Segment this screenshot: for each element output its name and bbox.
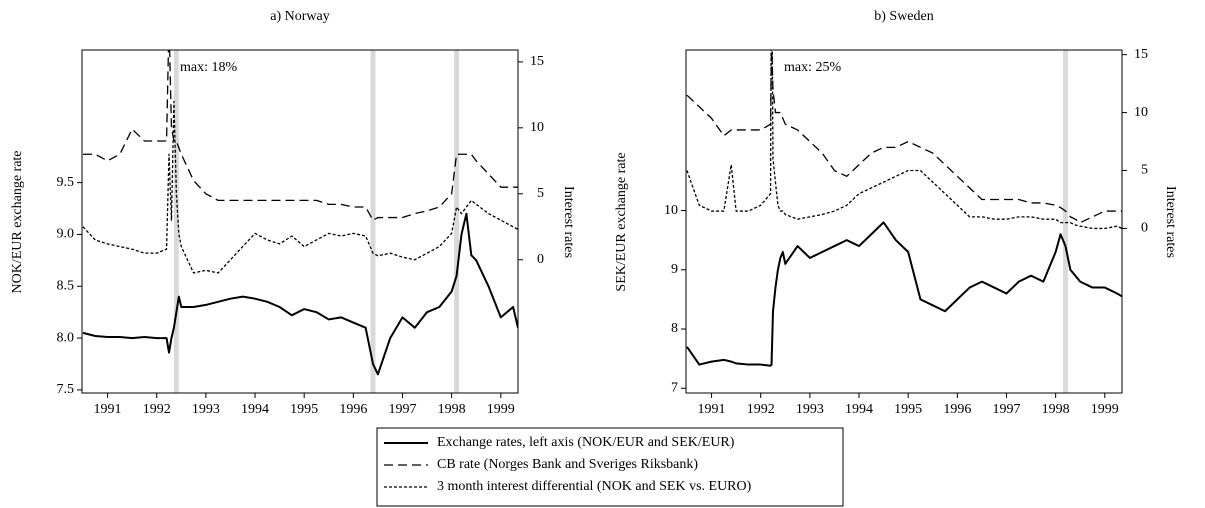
y2-axis-title: Interest rates [1163,186,1178,258]
y-tick-label: 8.5 [57,278,75,293]
y2-tick-label: 10 [530,120,544,135]
shaded-period [370,50,376,393]
series-line [686,50,1122,224]
x-tick-label: 1998 [438,402,466,417]
y-tick-label: 9.5 [57,175,75,190]
y-axis-title: NOK/EUR exchange rate [10,150,25,293]
x-tick-label: 1999 [1091,402,1119,417]
y-axis-title: SEK/EUR exchange rate [614,152,629,291]
x-tick-label: 1997 [388,402,416,417]
series-line [82,50,518,221]
shaded-period [454,50,460,393]
x-tick-label: 1992 [747,402,775,417]
series-line [82,100,518,274]
x-tick-label: 1993 [796,402,824,417]
x-tick-label: 1999 [487,402,515,417]
y-tick-label: 9.0 [57,227,75,242]
x-tick-label: 1994 [845,402,873,417]
x-tick-label: 1998 [1042,402,1070,417]
y2-tick-label: 0 [537,252,544,267]
y-tick-label: 10 [664,203,678,218]
x-tick-label: 1995 [290,402,318,417]
x-tick-label: 1992 [143,402,171,417]
legend-label: CB rate (Norges Bank and Sveriges Riksba… [437,457,698,472]
series-line [686,221,1122,367]
y2-tick-label: 5 [537,186,544,201]
y2-tick-label: 10 [1134,105,1148,120]
legend-label: Exchange rates, left axis (NOK/EUR and S… [437,435,735,450]
y-tick-label: 8.0 [57,330,75,345]
x-tick-label: 1995 [894,402,922,417]
annotation: max: 18% [180,60,237,75]
x-tick-label: 1991 [94,402,122,417]
y2-tick-label: 15 [1134,47,1148,62]
x-tick-label: 1996 [339,402,367,417]
panel-title: a) Norway [270,9,329,24]
y2-tick-label: 5 [1141,163,1148,178]
shaded-period [1063,50,1068,393]
plot-frame [685,49,1123,394]
legend-box [376,427,844,507]
y2-axis-title: Interest rates [561,186,576,258]
plot-frame [81,49,519,394]
series-line [686,50,1122,230]
x-tick-label: 1991 [698,402,726,417]
annotation: max: 25% [784,60,841,75]
x-tick-label: 1994 [241,402,269,417]
y-tick-label: 8 [671,321,678,336]
y2-tick-label: 0 [1141,221,1148,236]
x-tick-label: 1996 [943,402,971,417]
x-tick-label: 1993 [192,402,220,417]
series-line [82,212,518,376]
y-tick-label: 7.5 [57,382,75,397]
legend-label: 3 month interest differential (NOK and S… [437,479,752,494]
panel-title: b) Sweden [874,9,934,24]
x-tick-label: 1997 [992,402,1020,417]
shaded-period [173,50,179,393]
y-tick-label: 9 [671,262,678,277]
y-tick-label: 7 [671,380,678,395]
y2-tick-label: 15 [530,54,544,69]
